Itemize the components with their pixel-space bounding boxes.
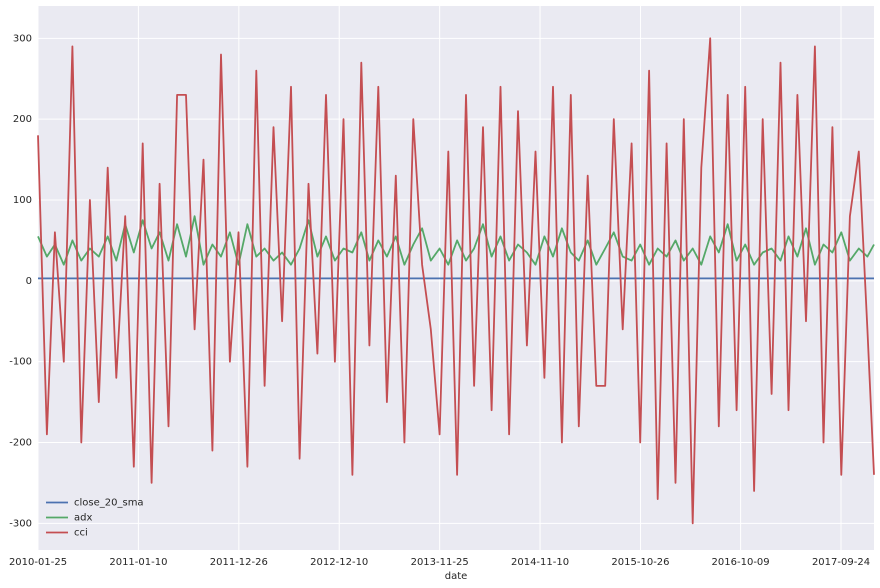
x-tick-label: 2010-01-25 (9, 557, 67, 568)
y-tick-label: -300 (9, 518, 32, 529)
x-tick-label: 2011-01-10 (109, 557, 167, 568)
line-series (37, 215, 875, 266)
legend-label: adx (74, 513, 92, 524)
y-tick-label: -200 (9, 437, 32, 448)
x-tick-label: 2013-11-25 (411, 557, 469, 568)
x-tick-label: 2011-12-26 (210, 557, 268, 568)
y-tick-label: 200 (13, 114, 32, 125)
x-tick-label: 2017-09-24 (812, 557, 870, 568)
x-tick-label: 2014-11-10 (511, 557, 569, 568)
y-tick-label: 0 (26, 276, 32, 287)
line-series (37, 37, 875, 525)
x-tick-label: 2016-10-09 (712, 557, 770, 568)
x-tick-label: 2015-10-26 (611, 557, 669, 568)
x-axis-label: date (445, 571, 468, 582)
y-tick-label: -100 (9, 357, 32, 368)
y-tick-label: 300 (13, 33, 32, 44)
legend-label: close_20_sma (74, 498, 144, 509)
x-tick-label: 2012-12-10 (310, 557, 368, 568)
legend-label: cci (74, 528, 88, 539)
y-tick-label: 100 (13, 195, 32, 206)
